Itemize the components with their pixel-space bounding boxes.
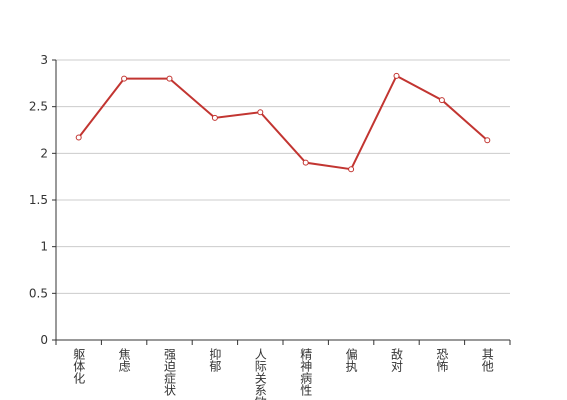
point [121, 75, 128, 82]
y-tick-label: 0.5 [29, 286, 48, 300]
point [75, 134, 82, 141]
point [484, 137, 491, 144]
y-tick-label: 1.5 [29, 193, 48, 207]
x-tick-label: 偏执 [344, 347, 358, 373]
y-tick-label: 2.5 [29, 100, 48, 114]
x-tick-label: 强迫症状 [163, 348, 177, 396]
point [257, 109, 264, 116]
point [438, 97, 445, 104]
point [393, 72, 400, 79]
y-tick-label: 1 [40, 240, 48, 254]
x-tick-label: 抑郁 [208, 347, 222, 373]
x-tick-label: 恐怖 [435, 348, 449, 372]
point [211, 114, 218, 121]
y-tick-label: 2 [40, 146, 48, 160]
x-tick-label: 人际关系敏感 [253, 348, 267, 400]
x-tick-label: 敌对 [390, 347, 404, 372]
point [166, 75, 173, 82]
y-tick-label: 3 [40, 53, 48, 67]
point [302, 159, 309, 166]
point [348, 166, 355, 173]
y-tick-label: 0 [40, 333, 48, 347]
x-tick-label: 其他 [480, 348, 494, 372]
line [77, 74, 488, 171]
x-tick-label: 焦虑 [117, 348, 131, 372]
x-tick-label: 躯体化 [72, 347, 86, 385]
x-tick-label: 精神病性 [299, 348, 313, 397]
